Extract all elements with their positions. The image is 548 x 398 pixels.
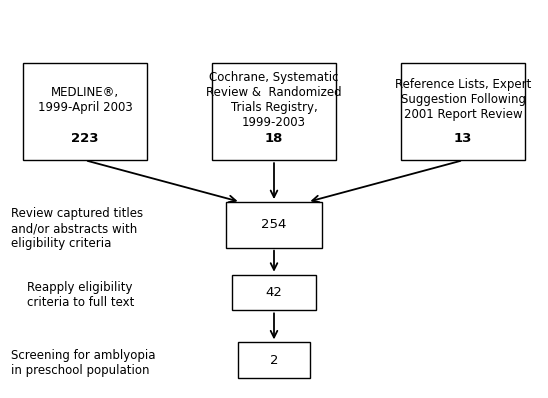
FancyBboxPatch shape xyxy=(212,63,335,160)
Text: MEDLINE®,
1999-April 2003: MEDLINE®, 1999-April 2003 xyxy=(38,86,132,114)
Text: 2: 2 xyxy=(270,354,278,367)
Text: Review captured titles
and/or abstracts with
eligibility criteria: Review captured titles and/or abstracts … xyxy=(11,207,143,250)
Text: 18: 18 xyxy=(265,132,283,145)
Text: Cochrane, Systematic
Review &  Randomized
Trials Registry,
1999-2003: Cochrane, Systematic Review & Randomized… xyxy=(206,71,342,129)
Text: 254: 254 xyxy=(261,219,287,231)
FancyBboxPatch shape xyxy=(401,63,524,160)
FancyBboxPatch shape xyxy=(231,275,317,310)
Text: Screening for amblyopia
in preschool population: Screening for amblyopia in preschool pop… xyxy=(11,349,156,377)
Text: 13: 13 xyxy=(454,132,472,145)
Text: Reapply eligibility
criteria to full text: Reapply eligibility criteria to full tex… xyxy=(27,281,135,309)
Text: Reference Lists, Expert
Suggestion Following
2001 Report Review: Reference Lists, Expert Suggestion Follo… xyxy=(395,78,531,121)
FancyBboxPatch shape xyxy=(238,342,310,378)
Text: 223: 223 xyxy=(71,132,99,145)
Text: 42: 42 xyxy=(266,286,282,299)
FancyBboxPatch shape xyxy=(226,202,322,248)
FancyBboxPatch shape xyxy=(23,63,147,160)
